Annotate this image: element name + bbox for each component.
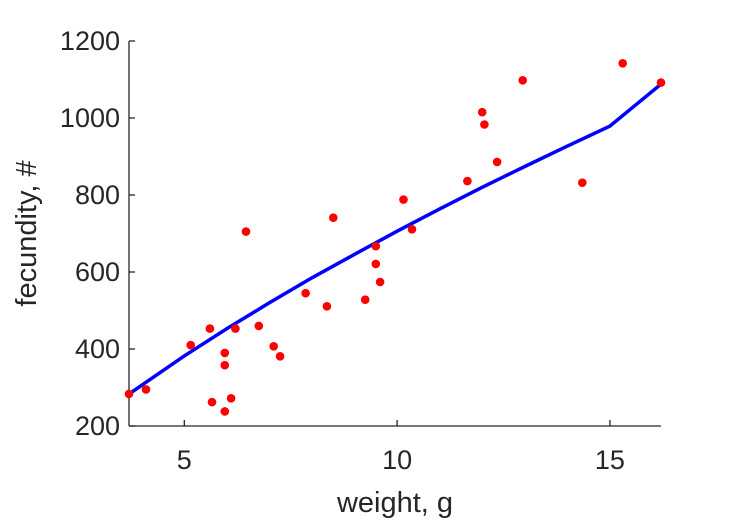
x-axis: 5 10 15 <box>129 420 661 475</box>
y-axis: 200 400 600 800 1000 1200 <box>60 26 135 441</box>
data-point <box>360 295 370 305</box>
data-point <box>207 397 217 407</box>
data-point <box>226 394 236 403</box>
y-tick-label: 600 <box>75 257 120 287</box>
y-tick-label: 1000 <box>60 103 120 133</box>
x-axis-label: weight, g <box>336 487 453 519</box>
fit-line-series <box>128 82 663 396</box>
y-tick-label: 800 <box>75 180 120 210</box>
data-point <box>578 178 587 187</box>
data-point <box>492 157 502 167</box>
data-point <box>269 342 279 351</box>
data-point <box>241 227 251 236</box>
y-tick-label: 400 <box>75 334 120 364</box>
data-point <box>371 241 381 251</box>
data-point <box>220 348 230 358</box>
data-point <box>463 176 472 186</box>
data-point <box>231 324 240 333</box>
data-point <box>275 352 285 361</box>
data-point <box>518 76 527 85</box>
data-point <box>371 259 381 269</box>
data-point <box>141 385 151 394</box>
data-point <box>477 107 487 117</box>
data-point <box>329 213 338 222</box>
x-tick-label: 10 <box>382 445 412 475</box>
y-axis-label: fecundity, # <box>11 160 43 306</box>
x-ticks: 5 10 15 <box>177 420 625 475</box>
data-point <box>205 324 215 333</box>
y-ticks: 200 400 600 800 1000 1200 <box>60 26 135 441</box>
data-point <box>124 389 134 399</box>
data-point <box>375 277 385 287</box>
y-tick-label: 200 <box>75 411 120 441</box>
data-point <box>656 78 666 87</box>
data-point <box>407 225 417 234</box>
x-tick-label: 15 <box>595 445 625 475</box>
scatter-points <box>124 59 666 416</box>
data-point <box>186 340 195 350</box>
data-point <box>220 407 230 416</box>
data-point <box>322 302 332 311</box>
data-point <box>220 360 230 370</box>
data-point <box>399 195 408 204</box>
data-point <box>301 288 310 298</box>
data-point <box>254 321 264 331</box>
data-point <box>480 120 489 129</box>
x-tick-label: 5 <box>177 445 192 475</box>
y-tick-label: 1200 <box>60 26 120 56</box>
data-point <box>618 59 627 68</box>
